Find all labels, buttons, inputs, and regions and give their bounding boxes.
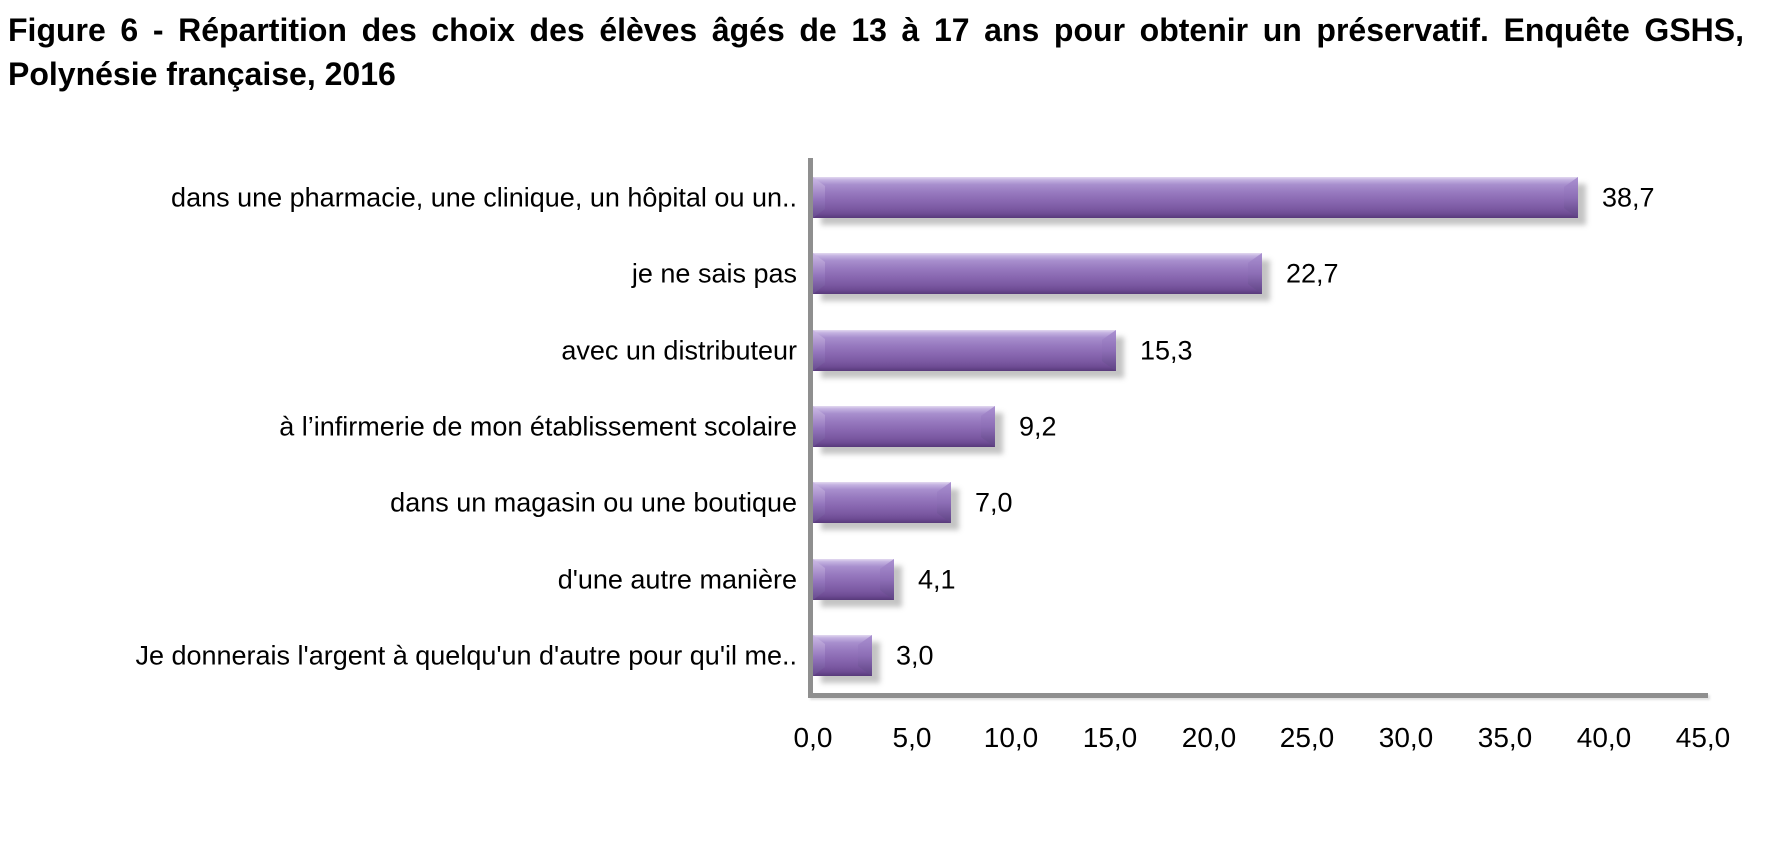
bar bbox=[813, 406, 995, 447]
x-axis-tick-label: 35,0 bbox=[1477, 722, 1533, 753]
chart-row: Je donnerais l'argent à quelqu'un d'autr… bbox=[0, 635, 1780, 676]
value-label: 38,7 bbox=[1602, 182, 1655, 212]
figure-title-line1: Figure 6 - Répartition des choix des élè… bbox=[8, 12, 1744, 48]
chart-row: dans une pharmacie, une clinique, un hôp… bbox=[0, 177, 1780, 218]
x-axis-tick-label: 10,0 bbox=[983, 722, 1039, 753]
x-axis-tick-label: 15,0 bbox=[1082, 722, 1138, 753]
y-axis-line bbox=[808, 158, 813, 698]
bar bbox=[813, 177, 1578, 218]
bar bbox=[813, 482, 951, 523]
category-label: dans une pharmacie, une clinique, un hôp… bbox=[171, 182, 797, 212]
category-label: à l’infirmerie de mon établissement scol… bbox=[279, 411, 797, 441]
x-axis-tick-label: 45,0 bbox=[1675, 722, 1731, 753]
value-label: 7,0 bbox=[975, 487, 1013, 517]
chart-row: à l’infirmerie de mon établissement scol… bbox=[0, 406, 1780, 447]
chart-row: avec un distributeur 15,3 bbox=[0, 330, 1780, 371]
x-axis-tick-label: 30,0 bbox=[1378, 722, 1434, 753]
value-label: 22,7 bbox=[1286, 258, 1339, 288]
figure-title-line2: Polynésie française, 2016 bbox=[8, 56, 396, 92]
chart-row: je ne sais pas 22,7 bbox=[0, 253, 1780, 294]
value-label: 15,3 bbox=[1140, 335, 1193, 365]
bar bbox=[813, 635, 872, 676]
value-label: 9,2 bbox=[1019, 411, 1057, 441]
bar bbox=[813, 330, 1116, 371]
x-axis-tick-label: 25,0 bbox=[1279, 722, 1335, 753]
x-axis-tick-label: 0,0 bbox=[793, 722, 833, 753]
category-label: Je donnerais l'argent à quelqu'un d'autr… bbox=[135, 640, 797, 670]
category-label: je ne sais pas bbox=[631, 258, 797, 288]
value-label: 3,0 bbox=[896, 640, 934, 670]
x-axis-tick-label: 20,0 bbox=[1181, 722, 1237, 753]
bar bbox=[813, 559, 894, 600]
chart-row: d'une autre manière 4,1 bbox=[0, 559, 1780, 600]
bar bbox=[813, 253, 1262, 294]
category-label: dans un magasin ou une boutique bbox=[390, 487, 797, 517]
x-axis-line bbox=[808, 693, 1708, 698]
x-axis-tick-label: 5,0 bbox=[892, 722, 932, 753]
chart-row: dans un magasin ou une boutique 7,0 bbox=[0, 482, 1780, 523]
value-label: 4,1 bbox=[918, 564, 956, 594]
category-label: d'une autre manière bbox=[557, 564, 797, 594]
figure-title: Figure 6 - Répartition des choix des élè… bbox=[8, 8, 1744, 96]
category-label: avec un distributeur bbox=[561, 335, 797, 365]
x-axis-tick-label: 40,0 bbox=[1576, 722, 1632, 753]
